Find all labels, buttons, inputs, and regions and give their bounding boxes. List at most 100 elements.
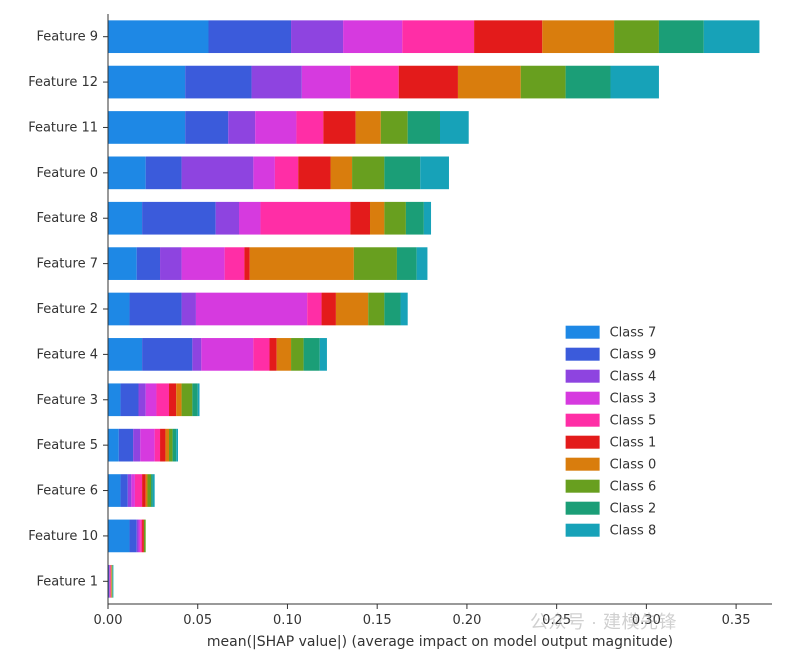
legend-item-label: Class 4 <box>610 370 657 385</box>
bar-segment <box>304 338 320 371</box>
bar-segment <box>397 247 417 280</box>
legend-item-label: Class 2 <box>610 502 657 517</box>
bar-segment <box>139 520 141 553</box>
legend-swatch <box>566 458 600 471</box>
legend-item-label: Class 9 <box>610 348 657 363</box>
bar-segment <box>277 338 291 371</box>
bar-segment <box>182 383 193 416</box>
bar-segment <box>140 520 142 553</box>
bar-segment <box>253 338 269 371</box>
bar-segment <box>228 111 255 144</box>
y-tick-label: Feature 2 <box>36 302 98 317</box>
bar-segment <box>384 293 400 326</box>
bar-segment <box>121 383 139 416</box>
bar-segment <box>108 66 185 99</box>
bar-segment <box>323 111 355 144</box>
bar-segment <box>542 20 614 53</box>
bar-segment <box>176 383 181 416</box>
bar-segment <box>201 338 253 371</box>
y-tick-label: Feature 4 <box>36 347 98 362</box>
bar-segment <box>352 157 384 190</box>
y-tick-label: Feature 9 <box>36 30 98 45</box>
x-axis-label: mean(|SHAP value|) (average impact on mo… <box>207 634 673 650</box>
bar-segment <box>401 293 408 326</box>
bar-segment <box>182 293 196 326</box>
y-tick-label: Feature 8 <box>36 211 98 226</box>
bar-segment <box>185 66 251 99</box>
bar-segment <box>146 383 157 416</box>
bar-segment <box>108 202 142 235</box>
bar-segment <box>350 66 398 99</box>
bar-segment <box>108 293 130 326</box>
x-tick-label: 0.35 <box>722 613 751 628</box>
bar-segment <box>121 474 128 507</box>
bar-segment <box>291 20 343 53</box>
bar-segment <box>417 247 428 280</box>
bar-segment <box>408 111 440 144</box>
bar-segment <box>160 247 182 280</box>
bar-segment <box>320 338 327 371</box>
bar-segment <box>458 66 521 99</box>
bar-segment <box>275 157 298 190</box>
bar-segment <box>113 565 114 598</box>
bar-segment <box>176 429 178 462</box>
y-tick-label: Feature 3 <box>36 393 98 408</box>
bar-segment <box>146 157 182 190</box>
bar-segment <box>521 66 566 99</box>
bar-segment <box>225 247 245 280</box>
legend-swatch <box>566 414 600 427</box>
bar-segment <box>196 293 307 326</box>
bar-segment <box>420 157 449 190</box>
legend-swatch <box>566 502 600 515</box>
bar-segment <box>614 20 659 53</box>
bar-segment <box>424 202 431 235</box>
y-tick-label: Feature 1 <box>36 574 98 589</box>
bar-segment <box>137 247 160 280</box>
bar-segment <box>302 66 350 99</box>
bar-segment <box>109 565 110 598</box>
x-tick-label: 0.15 <box>363 613 392 628</box>
bar-segment <box>192 383 197 416</box>
bar-segment <box>108 111 185 144</box>
bar-segment <box>291 338 304 371</box>
legend-swatch <box>566 480 600 493</box>
bar-segment <box>406 202 424 235</box>
bars-group <box>108 20 759 597</box>
bar-segment <box>343 20 402 53</box>
bar-segment <box>156 383 169 416</box>
bar-segment <box>108 20 208 53</box>
bar-segment <box>356 111 381 144</box>
bar-segment <box>298 157 330 190</box>
bar-segment <box>108 474 121 507</box>
bar-segment <box>239 202 261 235</box>
bar-segment <box>270 338 277 371</box>
bar-segment <box>354 247 397 280</box>
bar-segment <box>474 20 542 53</box>
bar-segment <box>128 474 132 507</box>
bar-segment <box>440 111 469 144</box>
bar-segment <box>384 202 406 235</box>
legend-item-label: Class 0 <box>610 458 657 473</box>
bar-segment <box>108 429 119 462</box>
shap-summary-chart: 0.000.050.100.150.200.250.300.35mean(|SH… <box>0 0 790 659</box>
bar-segment <box>108 338 142 371</box>
bar-segment <box>381 111 408 144</box>
bar-segment <box>252 66 302 99</box>
bar-segment <box>216 202 239 235</box>
bar-segment <box>173 429 177 462</box>
bar-segment <box>142 474 146 507</box>
x-tick-label: 0.10 <box>273 613 302 628</box>
legend-swatch <box>566 370 600 383</box>
y-ticks: Feature 9Feature 12Feature 11Feature 0Fe… <box>28 30 108 590</box>
bar-segment <box>119 429 133 462</box>
bar-segment <box>402 20 474 53</box>
bar-segment <box>112 565 113 598</box>
bar-segment <box>336 293 368 326</box>
legend-item-label: Class 8 <box>610 524 657 539</box>
legend-item-label: Class 7 <box>610 326 657 341</box>
bar-segment <box>108 157 146 190</box>
legend-item-label: Class 1 <box>610 436 657 451</box>
bar-segment <box>322 293 336 326</box>
bar-segment <box>108 520 130 553</box>
bar-segment <box>142 202 216 235</box>
